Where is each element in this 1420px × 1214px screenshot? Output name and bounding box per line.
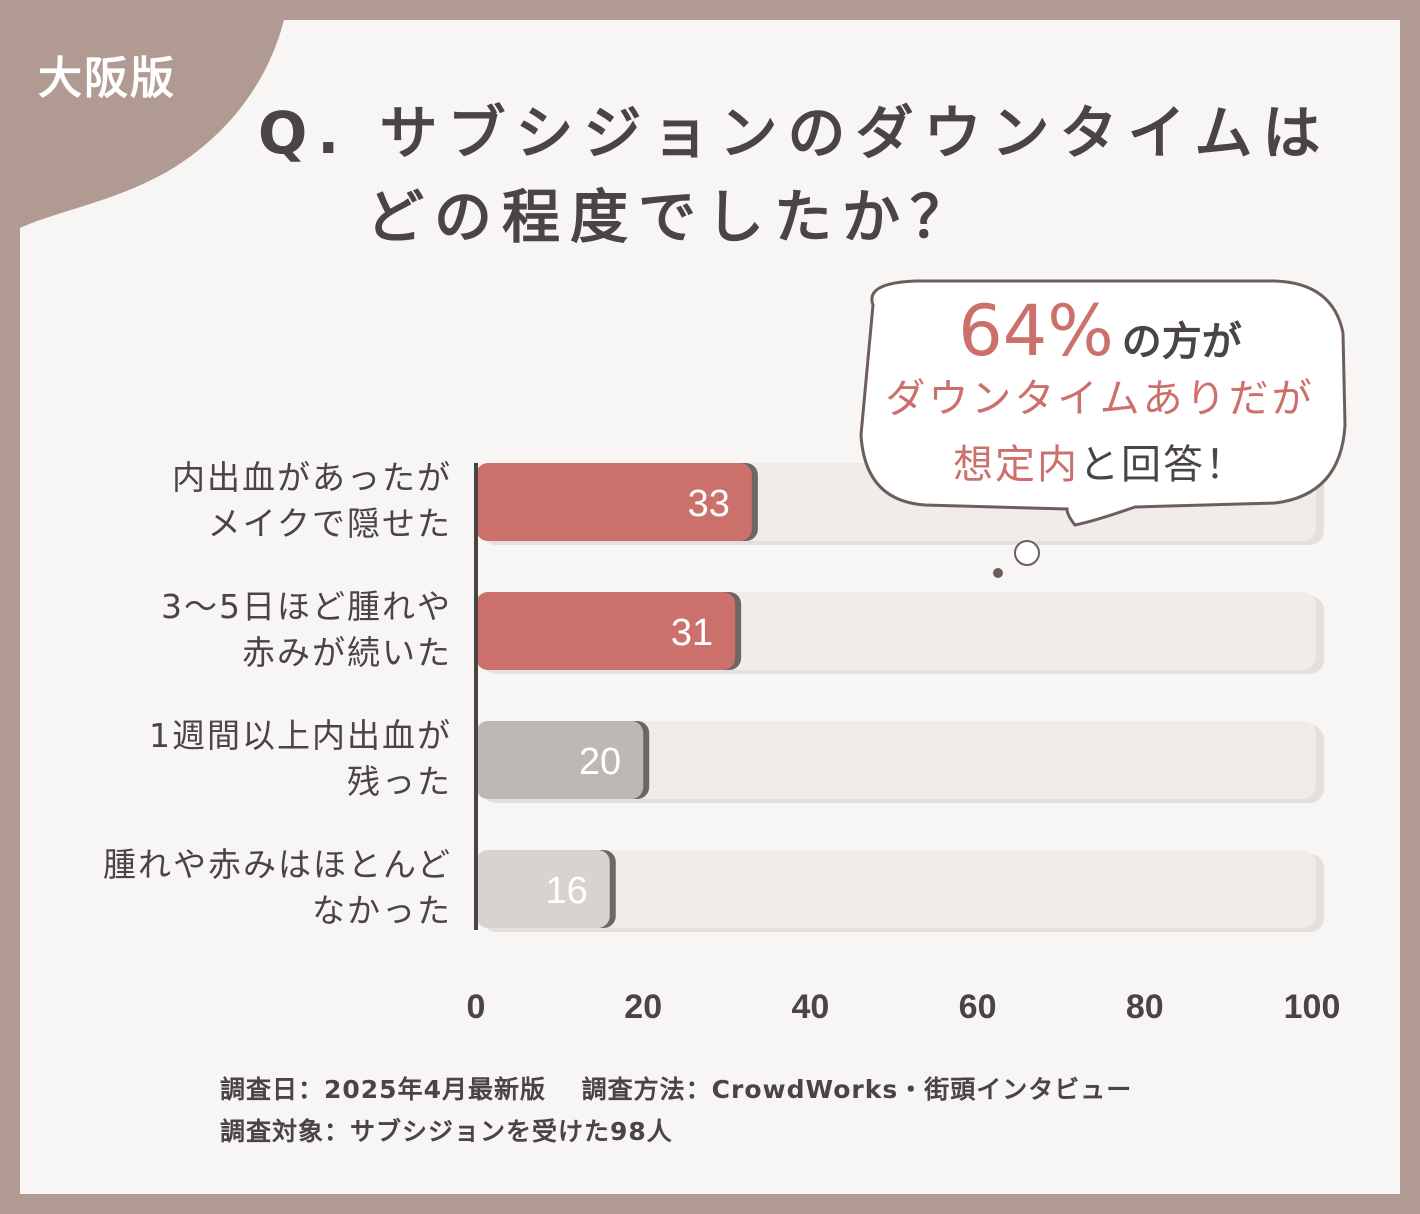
x-tick-label: 100 — [1284, 988, 1341, 1026]
callout-line3-accent: 想定内 — [953, 442, 1079, 488]
page-title-line1: Q. サブシジョンのダウンタイムは — [258, 99, 1331, 167]
survey-info-line2: 調査対象：サブシジョンを受けた98人 — [220, 1117, 673, 1146]
category-label-line: 3〜5日ほど腫れや — [161, 587, 452, 626]
callout-percent: 64% — [958, 290, 1114, 372]
callout-line2: ダウンタイムありだが — [885, 376, 1315, 422]
bar — [476, 721, 644, 799]
category-label-line: なかった — [312, 891, 452, 930]
x-tick-label: 80 — [1126, 988, 1164, 1026]
bar-track — [476, 721, 1316, 799]
infographic-card: 大阪版 Q. サブシジョンのダウンタイムは どの程度でしたか？ 33 31 20 16… — [20, 20, 1400, 1194]
bar-value-label: 31 — [671, 612, 713, 654]
bar-value-label: 16 — [545, 870, 587, 912]
bar-track — [476, 850, 1316, 928]
bar-value-label: 33 — [688, 483, 730, 525]
category-label: 内出血があったがメイクで隠せた — [172, 455, 452, 547]
category-label: 腫れや赤みはほとんどなかった — [103, 842, 452, 934]
survey-info-line1: 調査日：2025年4月最新版 調査方法：CrowdWorks・街頭インタビュー — [220, 1075, 1133, 1104]
x-tick-label: 40 — [791, 988, 829, 1026]
bar-value-label: 20 — [579, 741, 621, 783]
category-label-line: 腫れや赤みはほとんど — [102, 845, 452, 884]
corner-decoration — [20, 20, 284, 228]
category-label-line: 1週間以上内出血が — [149, 716, 452, 755]
category-label-line: 残った — [347, 762, 452, 801]
category-label-line: 内出血があったが — [172, 458, 452, 497]
bar — [476, 850, 610, 928]
bar — [476, 592, 736, 670]
x-tick-label: 60 — [959, 988, 997, 1026]
callout-line1-suffix: の方が — [1121, 319, 1242, 365]
bar — [476, 463, 752, 541]
category-label: 1週間以上内出血が残った — [149, 713, 452, 805]
region-badge: 大阪版 — [38, 53, 176, 104]
category-label-line: 赤みが続いた — [242, 633, 452, 672]
thought-bubble — [859, 279, 1347, 578]
page-title-line2: どの程度でしたか？ — [366, 183, 979, 251]
x-tick-label: 0 — [467, 988, 486, 1026]
callout-line3-rest: と回答！ — [1079, 442, 1247, 488]
category-label: 3〜5日ほど腫れや赤みが続いた — [161, 584, 452, 676]
callout-text: 64% の方が ダウンタイムありだが 想定内と回答！ — [855, 290, 1345, 490]
category-label-line: メイクで隠せた — [207, 504, 452, 543]
x-tick-label: 20 — [624, 988, 662, 1026]
